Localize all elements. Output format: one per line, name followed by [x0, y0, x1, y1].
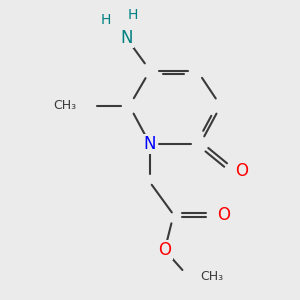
- Text: CH₃: CH₃: [53, 99, 76, 112]
- Text: O: O: [217, 206, 230, 224]
- Text: N: N: [144, 135, 156, 153]
- Text: H: H: [127, 8, 137, 22]
- Text: CH₃: CH₃: [200, 270, 223, 283]
- Text: H: H: [100, 14, 111, 27]
- Text: O: O: [158, 241, 171, 259]
- Text: N: N: [120, 29, 133, 47]
- Text: O: O: [235, 162, 248, 180]
